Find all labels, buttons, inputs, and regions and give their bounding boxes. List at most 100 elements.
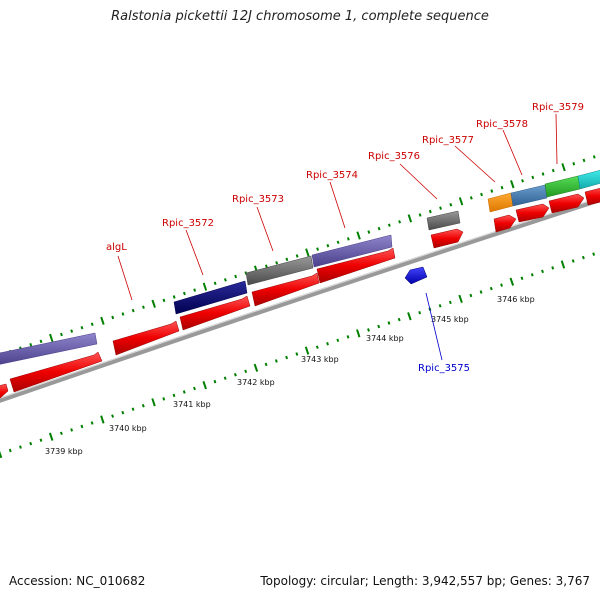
inner-ring-tick: [162, 397, 166, 401]
gene-label-rpic-3573: Rpic_3573: [232, 194, 284, 205]
gene-label-rpic-3576: Rpic_3576: [368, 151, 420, 162]
inner-ring-tick: [315, 345, 319, 349]
leader-algl: [117, 255, 133, 301]
scale-label-3739: 3739 kbp: [45, 447, 83, 456]
inner-ring-tick: [70, 428, 74, 432]
cds-arrow-rpic-3573: [251, 272, 320, 307]
inner-ring-tick: [469, 293, 473, 298]
outer-ring-tick: [151, 299, 156, 308]
outer-ring-tick: [316, 247, 320, 251]
cog-block-purple-2: [311, 234, 393, 268]
outer-ring-tick: [387, 223, 391, 227]
outer-ring-tick: [541, 172, 545, 176]
inner-ring-tick: [397, 317, 401, 322]
inner-ring-tick: [253, 363, 259, 372]
leader-rpic-3575: [425, 292, 443, 361]
cog-block-gray-1: [245, 255, 314, 286]
inner-ring-tick: [592, 252, 596, 256]
cds-arrow-rpic-3577: [493, 214, 517, 233]
inner-ring-tick: [448, 300, 452, 305]
outer-ring-tick: [264, 264, 268, 268]
outer-ring-tick: [162, 298, 166, 303]
outer-ring-tick: [131, 308, 135, 313]
inner-ring-tick: [530, 273, 534, 277]
inner-ring-tick: [438, 304, 442, 308]
inner-ring-tick: [172, 393, 176, 398]
inner-ring-tick: [367, 328, 370, 332]
outer-ring-tick: [377, 226, 381, 231]
cds-arrow-right-edge: [584, 187, 600, 206]
cds-arrow-rpic-3574: [316, 247, 396, 284]
cds-arrow-1: [9, 351, 103, 393]
inner-ring-tick: [29, 441, 33, 446]
outer-tick-ring: [0, 155, 596, 360]
gene-label-rpic-3574: Rpic_3574: [306, 170, 358, 181]
outer-ring-tick: [458, 197, 464, 206]
cds-arrow-rpic-3576: [430, 228, 464, 249]
cog-block-steel: [510, 184, 548, 207]
cog-block-navy: [173, 280, 248, 315]
outer-ring-tick: [500, 185, 504, 190]
inner-ring-tick: [500, 283, 503, 287]
inner-ring-tick: [274, 359, 278, 363]
cog-block-cyan: [577, 170, 600, 190]
outer-ring-tick: [582, 158, 586, 163]
outer-ring-tick: [142, 305, 145, 309]
outer-ring-tick: [295, 254, 299, 258]
outer-ring-tick: [49, 333, 54, 343]
outer-ring-tick: [551, 168, 555, 173]
outer-ring-tick: [428, 209, 432, 214]
inner-ring-tick: [0, 450, 3, 459]
outer-ring-tick: [356, 231, 361, 240]
inner-ring-tick: [356, 329, 361, 338]
inner-ring-tick: [407, 312, 412, 321]
leader-rpic-3572: [185, 229, 204, 276]
inner-ring-tick: [244, 369, 248, 374]
inner-ring-tick: [100, 415, 105, 424]
outer-ring-tick: [223, 278, 227, 282]
inner-ring-tick: [326, 342, 329, 346]
cds-arrow-algl: [112, 320, 180, 356]
backbone-track: [0, 196, 600, 403]
inner-ring-tick: [223, 376, 227, 380]
outer-ring-tick: [213, 281, 217, 286]
outer-ring-tick: [398, 220, 402, 224]
gene-label-algl: algL: [106, 242, 127, 253]
leader-rpic-3578: [502, 129, 523, 176]
outer-ring-tick: [39, 339, 43, 344]
inner-ring-tick: [151, 398, 156, 407]
leader-rpic-3573: [256, 206, 274, 252]
inner-ring-tick: [111, 414, 115, 418]
inner-ring-tick: [509, 277, 515, 286]
cds-arrow-rpic-3575: [404, 266, 428, 285]
inner-ring-tick: [141, 403, 145, 408]
inner-ring-tick: [193, 386, 196, 391]
gene-label-rpic-3577: Rpic_3577: [422, 135, 474, 146]
inner-ring-tick: [304, 346, 310, 355]
cog-block-orange: [487, 192, 514, 213]
scale-label-3740: 3740 kbp: [109, 424, 147, 433]
map-title: Ralstonia pickettii 12J chromosome 1, co…: [111, 9, 489, 24]
outer-ring-tick: [193, 288, 197, 292]
cds-arrow-rpic-3572: [179, 295, 251, 331]
inner-ring-tick: [285, 355, 289, 360]
inner-ring-tick: [48, 432, 54, 441]
outer-ring-tick: [326, 243, 330, 248]
outer-ring-tick: [592, 155, 596, 159]
outer-ring-tick: [572, 162, 576, 166]
outer-ring-tick: [521, 179, 524, 183]
scale-label-3746: 3746 kbp: [497, 295, 535, 304]
inner-ring-tick: [336, 338, 340, 343]
inner-tick-ring: [0, 252, 596, 459]
outer-ring-tick: [111, 315, 115, 320]
forward-cds-row: [0, 187, 600, 399]
outer-ring-tick: [469, 196, 473, 200]
inner-ring-tick: [387, 321, 391, 325]
scale-label-3745: 3745 kbp: [431, 315, 469, 324]
outer-ring-tick: [70, 329, 74, 333]
outer-ring-tick: [367, 230, 371, 234]
inner-ring-tick: [213, 379, 217, 384]
outer-ring-tick: [449, 202, 453, 207]
cog-block-gray-2: [426, 210, 461, 231]
scale-label-3741: 3741 kbp: [173, 400, 211, 409]
